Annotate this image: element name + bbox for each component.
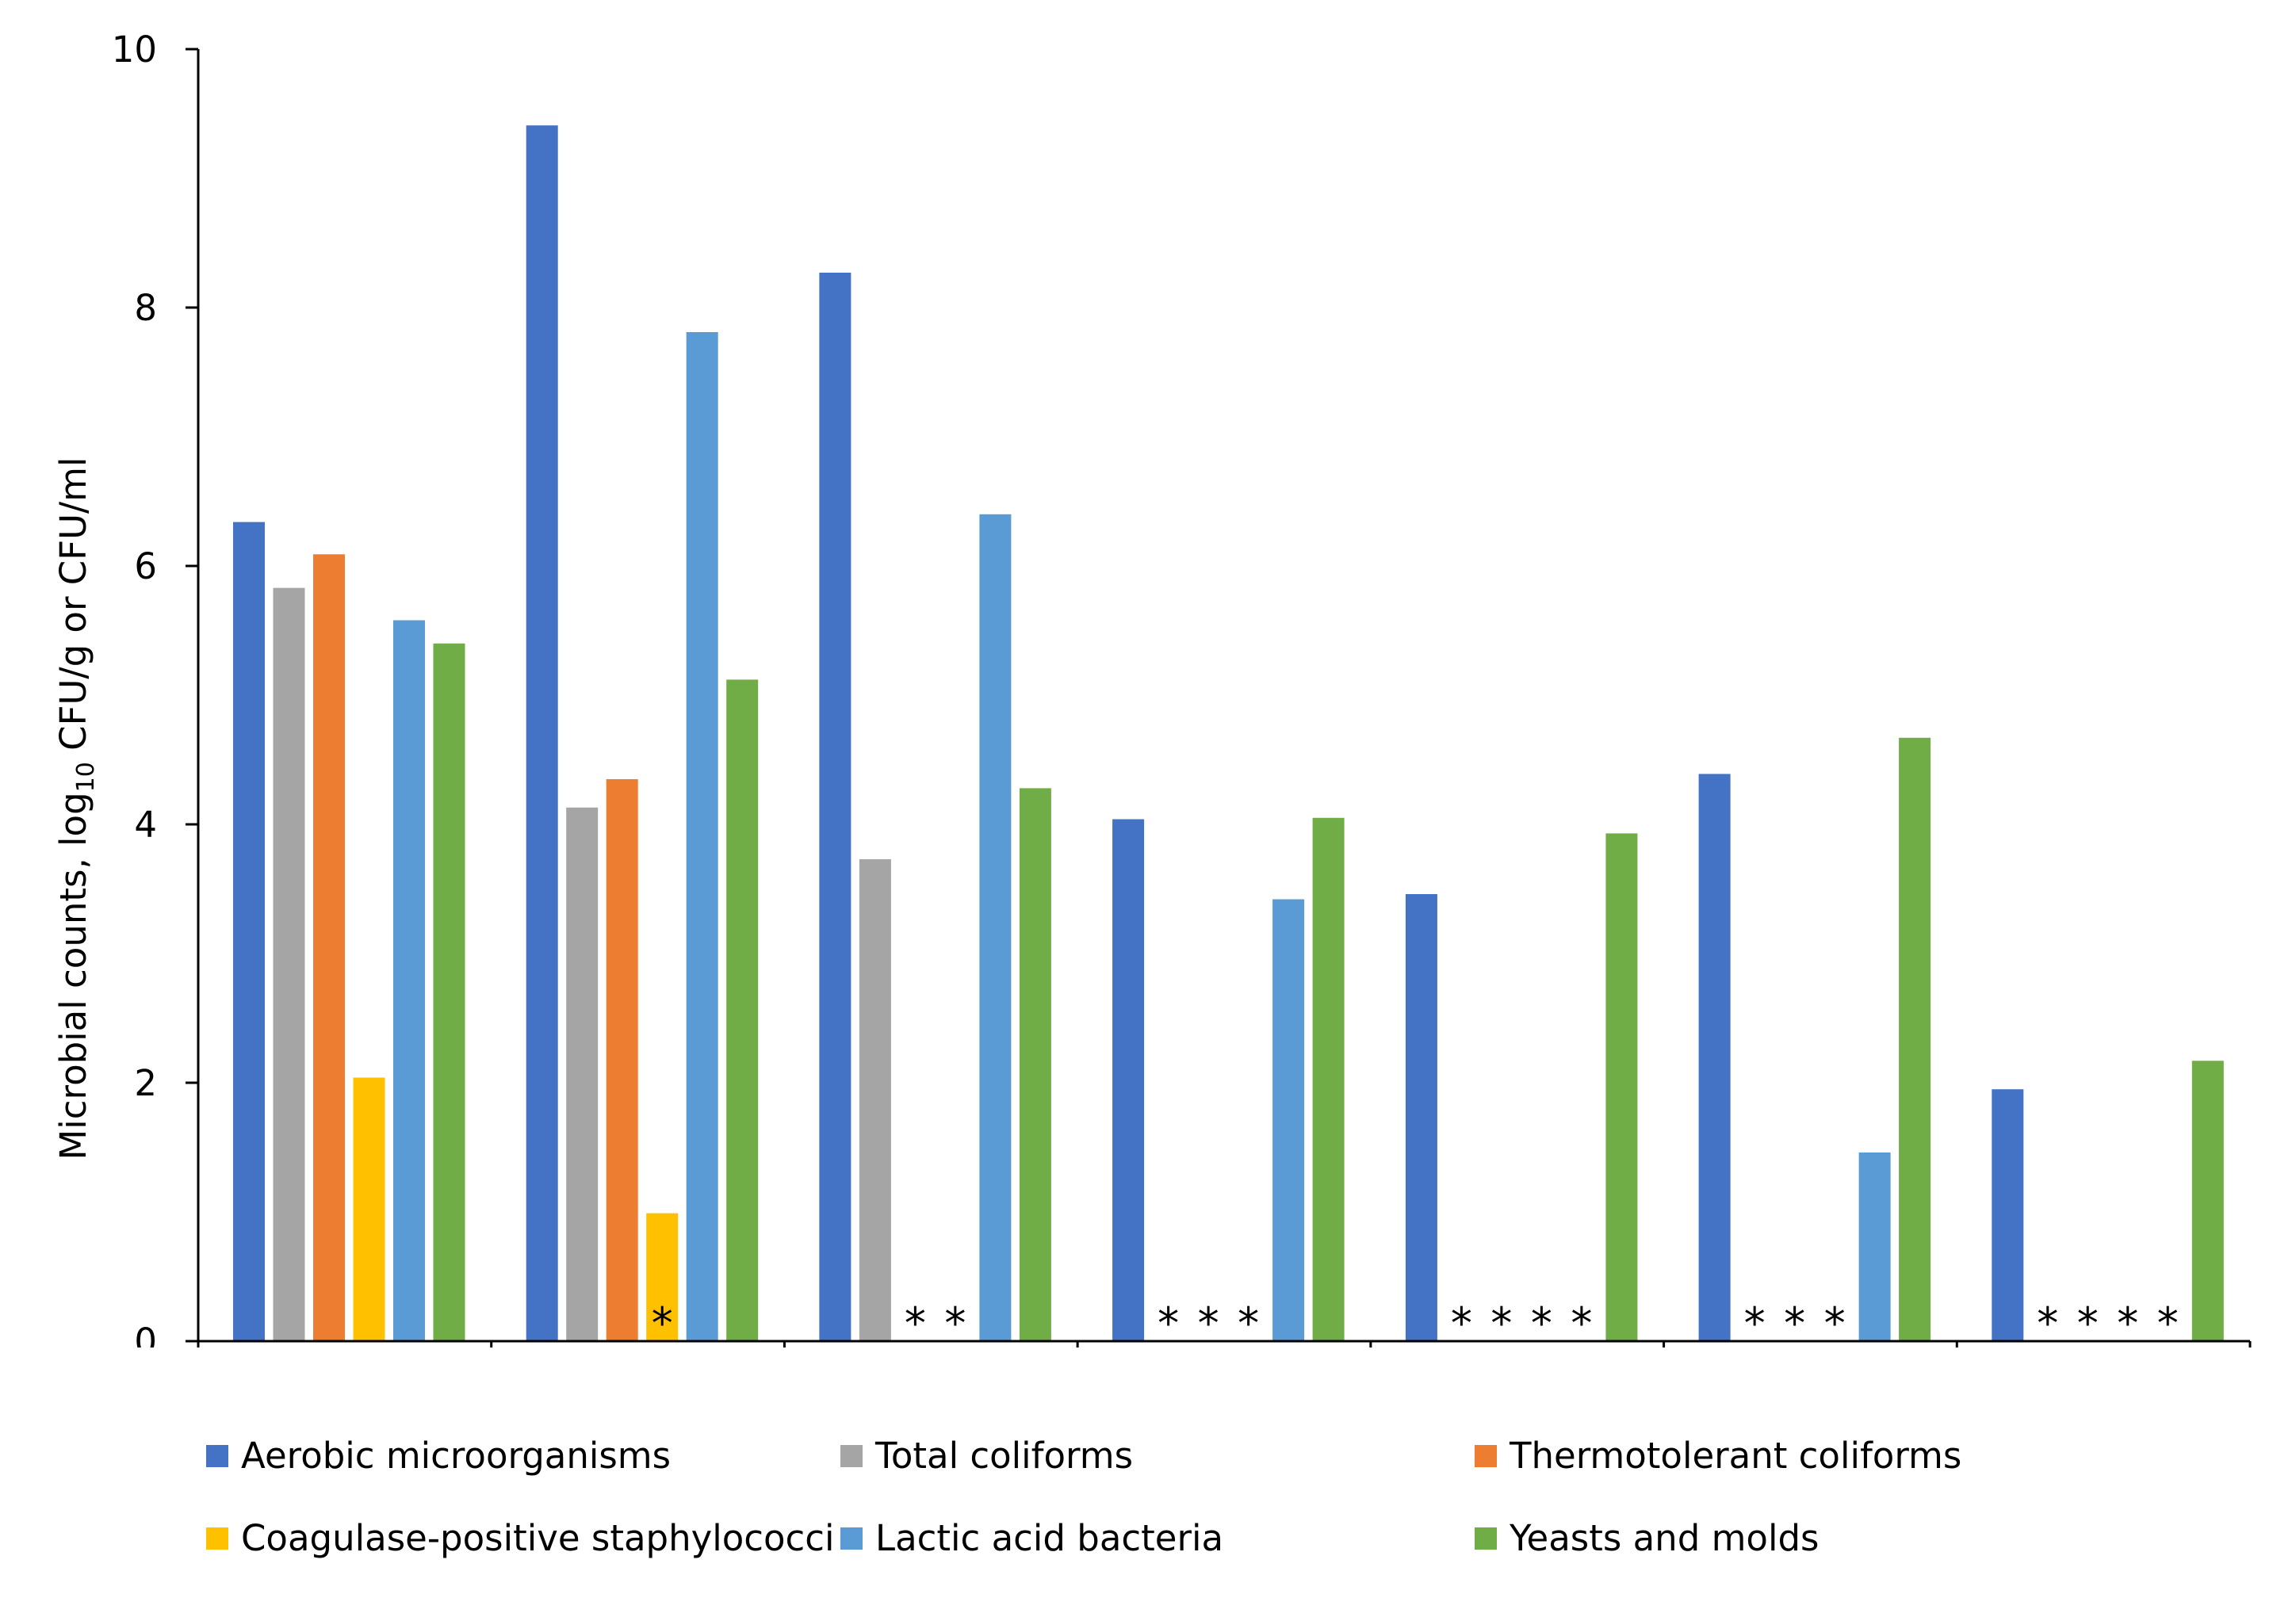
not-detected-marker-4-1: * (1451, 1298, 1472, 1348)
bar-1-6 (433, 643, 465, 1341)
y-tick-label-4: 8 (134, 287, 157, 329)
bar-3-1 (819, 273, 851, 1341)
legend-label-5: Lactic acid bacteria (875, 1517, 1224, 1559)
bar-2-1 (526, 125, 558, 1342)
bar-5-6 (1605, 833, 1638, 1341)
legend-label-3: Thermotolerant coliforms (1510, 1435, 1962, 1477)
not-detected-marker-4-3: * (1531, 1298, 1552, 1348)
legend-item-1: Aerobic microorganisms (206, 1435, 671, 1477)
legend-swatch-5 (840, 1527, 863, 1550)
not-detected-marker-6-1: * (2037, 1298, 2058, 1348)
not-detected-marker-2-1: * (905, 1298, 926, 1348)
legend-item-2: Total coliforms (840, 1435, 1133, 1477)
not-detected-marker-1-1: * (652, 1298, 673, 1348)
not-detected-marker-5-3: * (1824, 1298, 1846, 1348)
bar-3-6 (1019, 788, 1051, 1341)
bar-1-3 (313, 554, 345, 1341)
legend-swatch-6 (1475, 1527, 1497, 1550)
not-detected-marker-4-2: * (1490, 1298, 1512, 1348)
legend-label-6: Yeasts and molds (1510, 1517, 1820, 1559)
bar-chart: ***************** 0246810Raw milkRaibBut… (52, 29, 2252, 1348)
y-tick-label-2: 4 (134, 804, 157, 846)
bar-2-5 (686, 332, 718, 1341)
legend-item-3: Thermotolerant coliforms (1475, 1435, 1961, 1477)
not-detected-marker-3-1: * (1158, 1298, 1179, 1348)
not-detected-markers: * * * * * * * * * * * * * * * * * (652, 1298, 2179, 1348)
bar-7-6 (2191, 1061, 2224, 1341)
not-detected-marker-6-2: * (2077, 1298, 2099, 1348)
y-axis-label-sub: 10 (72, 762, 100, 792)
bar-4-6 (1312, 817, 1345, 1341)
bar-1-4 (353, 1077, 385, 1341)
y-axis-label-pre: Microbial counts, log (52, 792, 94, 1160)
legend-label-4: Coagulase-positive staphylococci (241, 1517, 835, 1559)
bar-3-2 (859, 859, 891, 1341)
bar-3-5 (979, 514, 1012, 1341)
legend-swatch-1 (206, 1444, 228, 1467)
axes: 0246810Raw milkRaibButterD1D2D3D6 (112, 29, 2252, 1348)
bar-4-1 (1112, 819, 1145, 1341)
bar-1-2 (273, 587, 305, 1341)
y-tick-label-3: 6 (134, 545, 157, 587)
not-detected-marker-6-4: * (2157, 1298, 2179, 1348)
not-detected-marker-2-2: * (944, 1298, 966, 1348)
not-detected-marker-3-2: * (1198, 1298, 1219, 1348)
legend-swatch-4 (206, 1527, 228, 1550)
bar-7-1 (1992, 1089, 2024, 1341)
bar-6-6 (1899, 737, 1931, 1341)
bar-1-1 (233, 522, 265, 1341)
not-detected-marker-6-3: * (2117, 1298, 2138, 1348)
not-detected-marker-5-2: * (1784, 1298, 1805, 1348)
bar-marks (233, 125, 2224, 1342)
not-detected-marker-5-1: * (1744, 1298, 1766, 1348)
not-detected-marker-3-3: * (1238, 1298, 1259, 1348)
legend-label-1: Aerobic microorganisms (241, 1435, 672, 1477)
legend-swatch-2 (840, 1444, 863, 1467)
legend-item-4: Coagulase-positive staphylococci (206, 1517, 835, 1559)
bar-2-6 (726, 679, 759, 1341)
not-detected-marker-4-4: * (1571, 1298, 1592, 1348)
legend-swatch-3 (1475, 1444, 1497, 1467)
legend-item-5: Lactic acid bacteria (840, 1517, 1223, 1559)
bar-5-1 (1405, 894, 1437, 1341)
legend-label-2: Total coliforms (875, 1435, 1134, 1477)
bar-6-5 (1858, 1153, 1891, 1341)
bar-1-5 (393, 620, 425, 1341)
y-axis-label-post: CFU/g or CFU/ml (52, 457, 94, 762)
y-tick-label-0: 0 (134, 1321, 157, 1348)
bar-6-1 (1698, 774, 1731, 1341)
y-tick-label-1: 2 (134, 1062, 157, 1104)
y-tick-label-5: 10 (112, 29, 157, 71)
y-axis-label: Microbial counts, log10 CFU/g or CFU/ml (52, 457, 100, 1160)
bar-2-2 (566, 807, 599, 1341)
bar-2-3 (606, 779, 638, 1341)
bar-4-5 (1272, 899, 1305, 1341)
bar-2-4 (646, 1213, 679, 1341)
legend-item-6: Yeasts and molds (1475, 1517, 1819, 1559)
